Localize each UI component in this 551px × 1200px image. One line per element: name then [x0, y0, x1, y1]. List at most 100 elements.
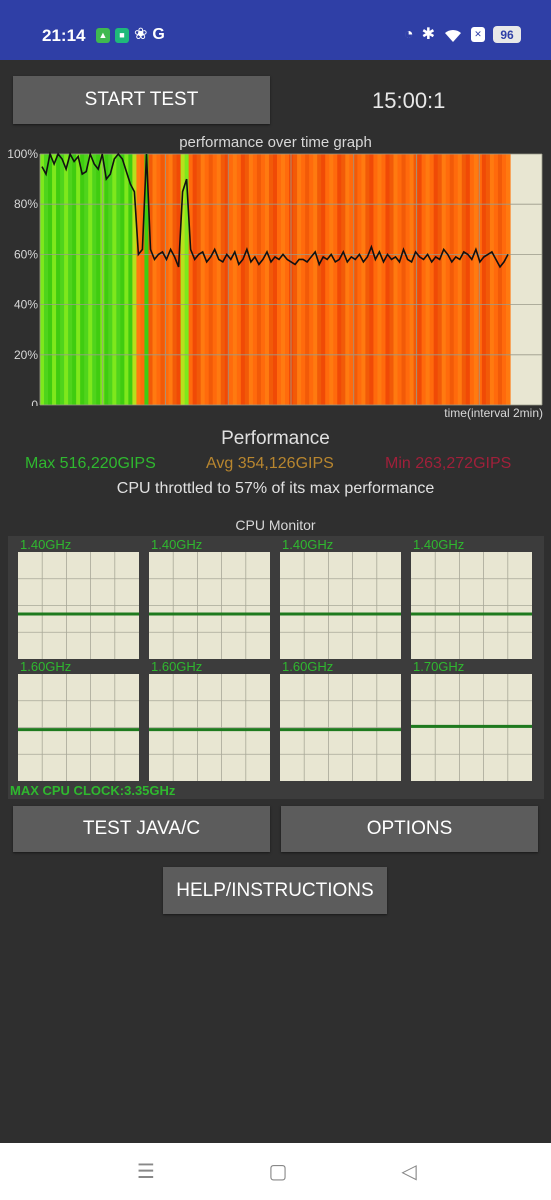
graph-bar — [293, 154, 298, 405]
graph-bar — [409, 154, 415, 405]
menu-icon[interactable]: ☰ — [137, 1160, 155, 1183]
y-tick-label: 40% — [14, 298, 38, 312]
graph-bar — [64, 154, 69, 405]
graph-bar — [377, 154, 383, 405]
graph-bar — [72, 154, 77, 405]
graph-bar — [441, 154, 447, 405]
start-test-button[interactable]: START TEST — [13, 76, 270, 124]
graph-bar — [84, 154, 89, 405]
graph-bar — [321, 154, 326, 405]
home-icon[interactable]: ▢ — [268, 1160, 288, 1183]
graph-bar — [489, 154, 495, 405]
graph-title: performance over time graph — [179, 134, 372, 151]
graph-bar — [228, 154, 234, 405]
y-tick-label: 100% — [7, 148, 38, 161]
cpu-core-graph — [18, 674, 139, 781]
back-icon[interactable]: ◁ — [401, 1160, 417, 1183]
graph-bar — [236, 154, 242, 405]
graph-bar — [369, 154, 375, 405]
graph-bar — [172, 154, 178, 405]
graph-bar — [76, 154, 81, 405]
app-icon: ■ — [115, 27, 129, 43]
graph-bar — [268, 154, 274, 405]
graph-bar — [116, 154, 121, 405]
status-time: 21:14 — [42, 26, 86, 45]
graph-bar — [481, 154, 487, 405]
graph-bar — [393, 154, 399, 405]
y-tick-label: 20% — [14, 348, 38, 362]
options-button[interactable]: OPTIONS — [281, 806, 538, 852]
graph-bar — [397, 154, 403, 405]
graph-bar — [176, 154, 182, 405]
graph-bar — [329, 154, 334, 405]
graph-bar — [317, 154, 322, 405]
graph-bar — [413, 154, 419, 405]
cpu-core-graph — [149, 674, 270, 781]
graph-bar — [204, 154, 210, 405]
graph-bar — [281, 154, 286, 405]
fan-icon: ❀ — [134, 26, 148, 43]
graph-bar — [353, 154, 358, 405]
graph-bar — [188, 154, 194, 405]
graph-bar — [232, 154, 238, 405]
graph-bar — [465, 154, 471, 405]
graph-bar — [421, 154, 427, 405]
graph-bar — [240, 154, 246, 405]
graph-bar — [96, 154, 101, 405]
graph-bar — [68, 154, 73, 405]
cpu-core-graph — [280, 552, 401, 659]
graph-bar — [297, 154, 302, 405]
graph-bar — [52, 154, 57, 405]
graph-bar — [104, 154, 109, 405]
graph-bar — [477, 154, 483, 405]
graph-bar — [272, 154, 278, 405]
min-performance: Min 263,272GIPS — [385, 455, 512, 472]
graph-bar — [152, 154, 158, 405]
graph-bar — [256, 154, 262, 405]
graph-bar — [92, 154, 97, 405]
graph-bar — [260, 154, 266, 405]
graph-bar — [264, 154, 270, 405]
graph-bar — [349, 154, 354, 405]
graph-bar — [192, 154, 198, 405]
graph-bar — [200, 154, 206, 405]
graph-bar — [148, 154, 154, 405]
graph-bar — [417, 154, 423, 405]
graph-bar — [345, 154, 350, 405]
graph-bar — [381, 154, 387, 405]
graph-bar — [156, 154, 162, 405]
graph-bar — [305, 154, 310, 405]
core-frequency-label: 1.60GHz — [282, 659, 334, 674]
bluetooth-icon: ✱ — [421, 25, 435, 43]
graph-bar — [373, 154, 379, 405]
performance-title: Performance — [221, 428, 330, 449]
max-cpu-clock: MAX CPU CLOCK:3.35GHz — [10, 783, 176, 798]
graph-bar — [88, 154, 93, 405]
wifi-icon — [445, 29, 461, 42]
graph-bar — [473, 154, 479, 405]
graph-bar — [433, 154, 439, 405]
graph-bar — [112, 154, 117, 405]
graph-bar — [168, 154, 174, 405]
y-tick-label: 0 — [31, 398, 38, 406]
core-frequency-label: 1.40GHz — [20, 537, 72, 552]
graph-bar — [325, 154, 330, 405]
graph-bar — [44, 154, 49, 405]
graph-bar — [164, 154, 170, 405]
status-icons-right: ◔ ✱ ✕ 96 — [404, 26, 521, 43]
y-tick-label: 60% — [14, 247, 38, 261]
graph-bar — [128, 154, 133, 405]
core-frequency-label: 1.60GHz — [20, 659, 72, 674]
test-java-button[interactable]: TEST JAVA/C — [13, 806, 270, 852]
graph-bar — [136, 154, 142, 405]
google-icon: G — [152, 26, 165, 43]
cpu-core-graph — [411, 552, 532, 659]
graph-bar — [493, 154, 499, 405]
graph-bar — [108, 154, 113, 405]
graph-bar — [337, 154, 342, 405]
navigation-bar: ☰ ▢ ◁ — [0, 1143, 551, 1200]
graph-bar — [60, 154, 65, 405]
graph-bar — [361, 154, 366, 405]
graph-bar — [445, 154, 451, 405]
help-instructions-button[interactable]: HELP/INSTRUCTIONS — [163, 867, 387, 914]
